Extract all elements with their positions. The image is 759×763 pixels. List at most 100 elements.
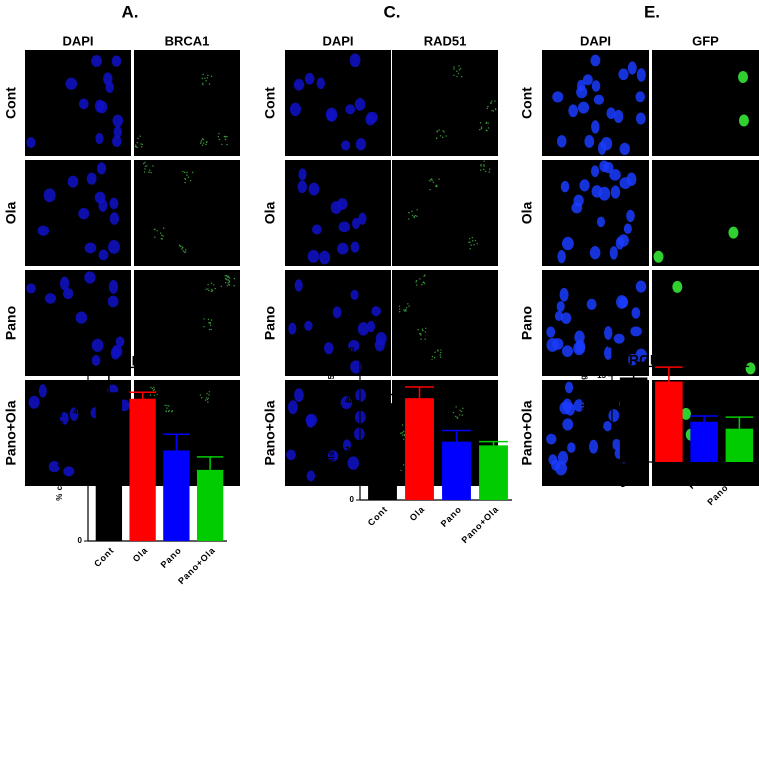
x-tick-label: Cont	[92, 545, 116, 569]
nucleus	[354, 427, 365, 441]
nucleus	[84, 271, 96, 284]
focus	[206, 392, 208, 395]
focus	[424, 331, 427, 333]
focus	[435, 137, 438, 139]
nucleus	[616, 295, 628, 309]
focus	[150, 386, 152, 389]
focus	[460, 410, 463, 413]
focus	[202, 83, 204, 86]
nucleus	[111, 135, 122, 148]
focus	[408, 305, 410, 307]
focus	[438, 178, 440, 180]
focus	[483, 168, 485, 171]
nucleus	[48, 460, 61, 473]
nucleus	[561, 312, 572, 324]
nucleus	[584, 135, 595, 148]
focus	[208, 83, 211, 85]
column-header: DAPI	[62, 33, 93, 48]
focus	[167, 405, 170, 407]
focus	[489, 168, 491, 170]
nucleus	[556, 301, 565, 312]
micrograph	[392, 160, 498, 266]
panel-letter: E.	[644, 2, 660, 21]
focus	[208, 394, 210, 396]
focus	[439, 354, 442, 356]
nucleus	[294, 388, 304, 402]
row-label: Cont	[519, 87, 535, 119]
focus	[423, 275, 425, 277]
focus	[184, 251, 187, 253]
focus	[416, 284, 418, 286]
bar	[196, 469, 224, 541]
nucleus	[366, 111, 379, 123]
column-header: RAD51	[424, 33, 467, 48]
focus	[456, 70, 458, 73]
focus	[209, 324, 212, 326]
focus	[407, 303, 409, 305]
nucleus	[109, 197, 119, 210]
nucleus	[627, 353, 638, 366]
nucleus	[78, 207, 90, 220]
focus	[217, 135, 219, 138]
focus	[460, 76, 463, 78]
focus	[206, 140, 208, 143]
focus	[207, 401, 209, 403]
focus	[218, 133, 220, 135]
focus	[456, 75, 458, 78]
micrograph	[392, 270, 498, 376]
focus	[218, 138, 221, 141]
focus	[422, 329, 424, 332]
column-header: BRCA1	[165, 33, 210, 48]
nucleus	[341, 140, 351, 151]
nucleus	[562, 418, 574, 431]
nucleus	[358, 212, 367, 225]
nucleus	[304, 72, 315, 85]
focus	[144, 165, 147, 168]
focus	[203, 142, 205, 144]
bar	[479, 445, 508, 500]
bar	[690, 421, 718, 462]
focus	[403, 434, 406, 436]
nucleus	[609, 169, 621, 181]
focus	[205, 80, 207, 82]
bar	[405, 398, 434, 500]
focus	[149, 169, 151, 171]
focus	[135, 146, 138, 148]
panel-letter: A.	[122, 2, 139, 21]
focus	[469, 248, 471, 250]
focus	[442, 136, 444, 139]
focus	[200, 142, 202, 144]
focus	[485, 129, 488, 132]
focus	[137, 137, 139, 140]
focus	[156, 393, 158, 396]
focus	[208, 328, 211, 331]
focus	[143, 171, 146, 173]
bar	[619, 377, 648, 462]
nucleus	[619, 142, 630, 156]
focus	[224, 135, 226, 138]
nucleus	[65, 77, 78, 90]
focus	[400, 469, 402, 472]
focus	[468, 241, 470, 244]
nucleus	[555, 461, 567, 476]
focus	[184, 249, 187, 251]
focus	[488, 171, 491, 173]
chart-title: DRGFP HR reporter	[619, 352, 750, 368]
focus	[213, 284, 215, 286]
focus	[403, 438, 405, 441]
nucleus	[618, 234, 629, 247]
nucleus	[62, 288, 74, 300]
focus	[162, 235, 164, 237]
nucleus	[636, 68, 646, 82]
nucleus	[571, 202, 583, 214]
nucleus	[338, 221, 351, 233]
focus	[483, 165, 485, 167]
focus	[474, 239, 477, 242]
focus	[424, 274, 426, 276]
nucleus	[86, 172, 97, 185]
focus	[160, 234, 163, 236]
focus	[452, 411, 455, 414]
nucleus	[589, 439, 599, 454]
nucleus	[603, 420, 612, 432]
row-label: Ola	[262, 202, 278, 225]
